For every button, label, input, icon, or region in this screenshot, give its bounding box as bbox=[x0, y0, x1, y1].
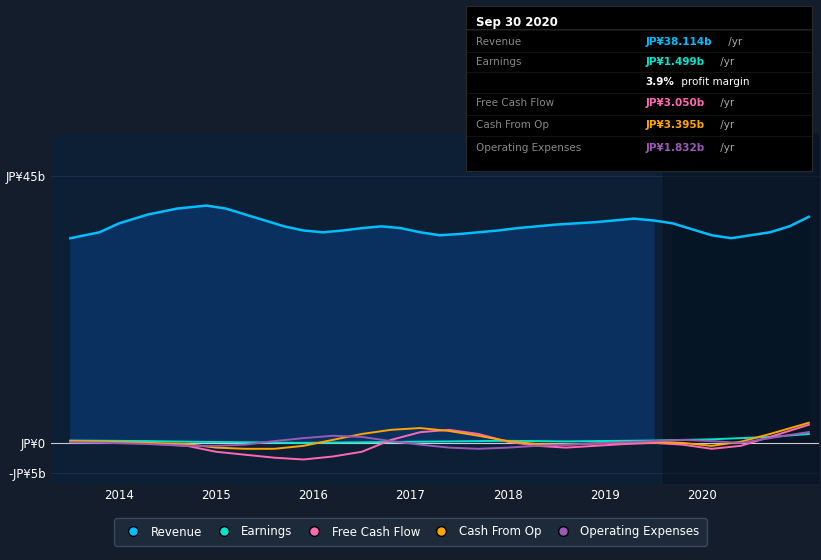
Text: /yr: /yr bbox=[718, 98, 735, 108]
Text: /yr: /yr bbox=[718, 119, 735, 129]
Text: Revenue: Revenue bbox=[476, 37, 521, 47]
Text: Operating Expenses: Operating Expenses bbox=[476, 143, 581, 153]
Text: Cash From Op: Cash From Op bbox=[476, 119, 549, 129]
Text: Sep 30 2020: Sep 30 2020 bbox=[476, 16, 557, 29]
Text: Earnings: Earnings bbox=[476, 57, 521, 67]
Text: Free Cash Flow: Free Cash Flow bbox=[476, 98, 554, 108]
Text: /yr: /yr bbox=[718, 143, 735, 153]
Text: JP¥3.050b: JP¥3.050b bbox=[645, 98, 705, 108]
Text: /yr: /yr bbox=[726, 37, 743, 47]
Text: profit margin: profit margin bbox=[677, 77, 749, 87]
Text: JP¥38.114b: JP¥38.114b bbox=[645, 37, 713, 47]
Text: 3.9%: 3.9% bbox=[645, 77, 675, 87]
Text: JP¥1.832b: JP¥1.832b bbox=[645, 143, 705, 153]
Legend: Revenue, Earnings, Free Cash Flow, Cash From Op, Operating Expenses: Revenue, Earnings, Free Cash Flow, Cash … bbox=[114, 519, 707, 545]
Text: JP¥1.499b: JP¥1.499b bbox=[645, 57, 704, 67]
Bar bbox=[663, 134, 819, 484]
Text: /yr: /yr bbox=[718, 57, 735, 67]
Text: JP¥3.395b: JP¥3.395b bbox=[645, 119, 704, 129]
